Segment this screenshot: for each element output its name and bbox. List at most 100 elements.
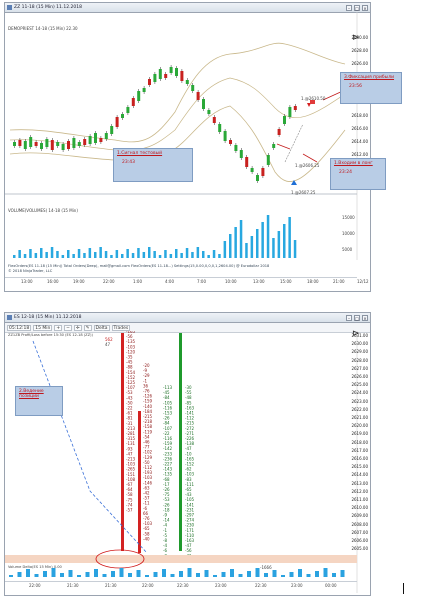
footprint-cell: -47	[185, 543, 192, 548]
zoom-in-button[interactable]: +	[54, 324, 63, 331]
delta-bar	[255, 568, 260, 577]
volume-bar	[23, 254, 27, 258]
top-window-titlebar[interactable]: ZZ 11-18 (15 Min) 11.12.2018 – □ ×	[5, 3, 370, 13]
footprint-cell: -103	[143, 521, 153, 526]
top-candles	[13, 65, 297, 183]
candle	[261, 168, 265, 176]
chart-nav-icon[interactable]: ⊳	[352, 33, 360, 43]
footprint-cell: -22	[126, 406, 133, 411]
footprint-cell: -120	[126, 349, 136, 354]
footprint-cell: -105	[185, 497, 195, 502]
footprint-cell: -43	[126, 395, 133, 400]
delta-bar	[128, 573, 132, 577]
price-tick: 2609.00	[351, 513, 368, 519]
volume-bar	[191, 252, 194, 258]
footprint-cell: -9	[163, 513, 167, 518]
footprint-cell: 66	[143, 511, 149, 516]
footprint-cell: -315	[126, 436, 136, 441]
mode-delta-button[interactable]: Delta	[93, 324, 110, 331]
text-cursor	[403, 583, 404, 594]
chart-nav-icon-2[interactable]: ⊳	[352, 329, 360, 339]
trades-button[interactable]: Trades	[111, 324, 131, 331]
footprint-cell: -158	[143, 424, 153, 429]
footprint-cell: -85	[185, 400, 192, 405]
footprint-cell: -43	[185, 492, 192, 497]
footprint-cell: -135	[163, 472, 173, 477]
candle	[72, 138, 76, 148]
maximize-button-2[interactable]: □	[354, 314, 360, 321]
candle	[88, 136, 92, 144]
delta-row-label: Volume Delta(ES 15 Min) 0.00	[8, 565, 62, 569]
exit-flag	[310, 100, 315, 104]
zoom-out-button[interactable]: −	[64, 324, 72, 331]
delta-bar	[136, 570, 141, 577]
footprint-cell: -58	[126, 492, 133, 497]
footprint-values: -165-56-135-103-120-35-45-88-154-152-125…	[126, 331, 195, 563]
volume-bar	[45, 252, 48, 258]
price-tick: 2617.00	[351, 447, 368, 453]
timeframe-select[interactable]: 15 Min	[33, 324, 53, 331]
volume-tick-2: 10000	[342, 231, 355, 236]
footprint-cell: -103	[126, 344, 136, 349]
delta-bar	[43, 571, 47, 577]
footprint-cell: -112	[143, 465, 153, 470]
footprint-cell: -22	[163, 431, 170, 436]
footprint-chart[interactable]: -165-56-135-103-120-35-45-88-154-152-125…	[5, 331, 368, 593]
footprint-cell: -125	[126, 380, 136, 385]
footprint-cell: -159	[143, 399, 153, 404]
footprint-cell: -265	[126, 467, 136, 472]
footprint-cell: -74	[126, 502, 133, 507]
footprint-cell: -272	[185, 426, 195, 431]
close-button-2[interactable]: ×	[362, 314, 368, 321]
volume-bar	[77, 249, 81, 258]
top-price-chart[interactable]	[5, 12, 368, 260]
candle	[256, 175, 259, 181]
volume-bar	[272, 238, 275, 258]
footprint-cell: -53	[126, 390, 133, 395]
volume-bar	[212, 250, 216, 258]
footprint-cell: -17	[163, 482, 170, 487]
delta-bar	[315, 571, 319, 577]
price-tick: 2626.00	[351, 374, 368, 379]
volume-bar	[223, 241, 227, 258]
crosshair-button[interactable]: ✛	[73, 324, 82, 331]
bottom-toolbar: 05:12:18 15 Min + − ✛ ✎ Delta Trades	[5, 323, 370, 333]
footprint-cell: -67	[126, 482, 133, 487]
footprint-cell: -56	[185, 548, 192, 553]
candle	[180, 71, 184, 81]
volume-label: VOLUME(VOLUMES) 14-18 (15 Min)	[8, 208, 78, 213]
footprint-cell: -116	[163, 436, 173, 441]
footprint-cell: -6	[163, 548, 167, 553]
footprint-cell: -45	[126, 360, 133, 365]
footprint-cell: -26	[163, 416, 170, 421]
close-button[interactable]: ×	[362, 4, 368, 11]
bottom-window-titlebar[interactable]: ES 12-18 (15 Min) 11.12.2018 – □ ×	[5, 313, 370, 323]
volume-bar	[234, 227, 237, 258]
volume-bar	[148, 247, 151, 258]
delta-bar	[332, 573, 336, 577]
footprint-cell: -11	[143, 501, 150, 506]
volume-bar	[126, 249, 129, 258]
minimize-button-2[interactable]: –	[346, 314, 352, 321]
volume-bar	[104, 251, 108, 258]
footprint-cell: -50	[143, 460, 150, 465]
candle	[18, 140, 22, 146]
candle	[283, 116, 286, 124]
delta-bar	[85, 572, 90, 577]
footprint-cell: -93	[126, 446, 133, 451]
footprint-cell: -163	[185, 538, 195, 543]
time-display[interactable]: 05:12:18	[7, 324, 32, 331]
footprint-cell: -102	[143, 450, 153, 455]
volume-tick-1: 15000	[342, 215, 355, 220]
footprint-cell: -126	[143, 394, 153, 399]
footprint-cell: -26	[163, 502, 170, 507]
candle	[196, 92, 200, 100]
footprint-cell: -110	[185, 533, 195, 538]
draw-tool-button[interactable]: ✎	[83, 324, 92, 331]
minimize-button[interactable]: –	[346, 4, 352, 11]
footprint-cell: -47	[185, 446, 192, 451]
maximize-button[interactable]: □	[354, 4, 360, 11]
side-value-2: 47	[105, 342, 111, 347]
candle	[218, 124, 222, 132]
candle	[153, 74, 157, 82]
